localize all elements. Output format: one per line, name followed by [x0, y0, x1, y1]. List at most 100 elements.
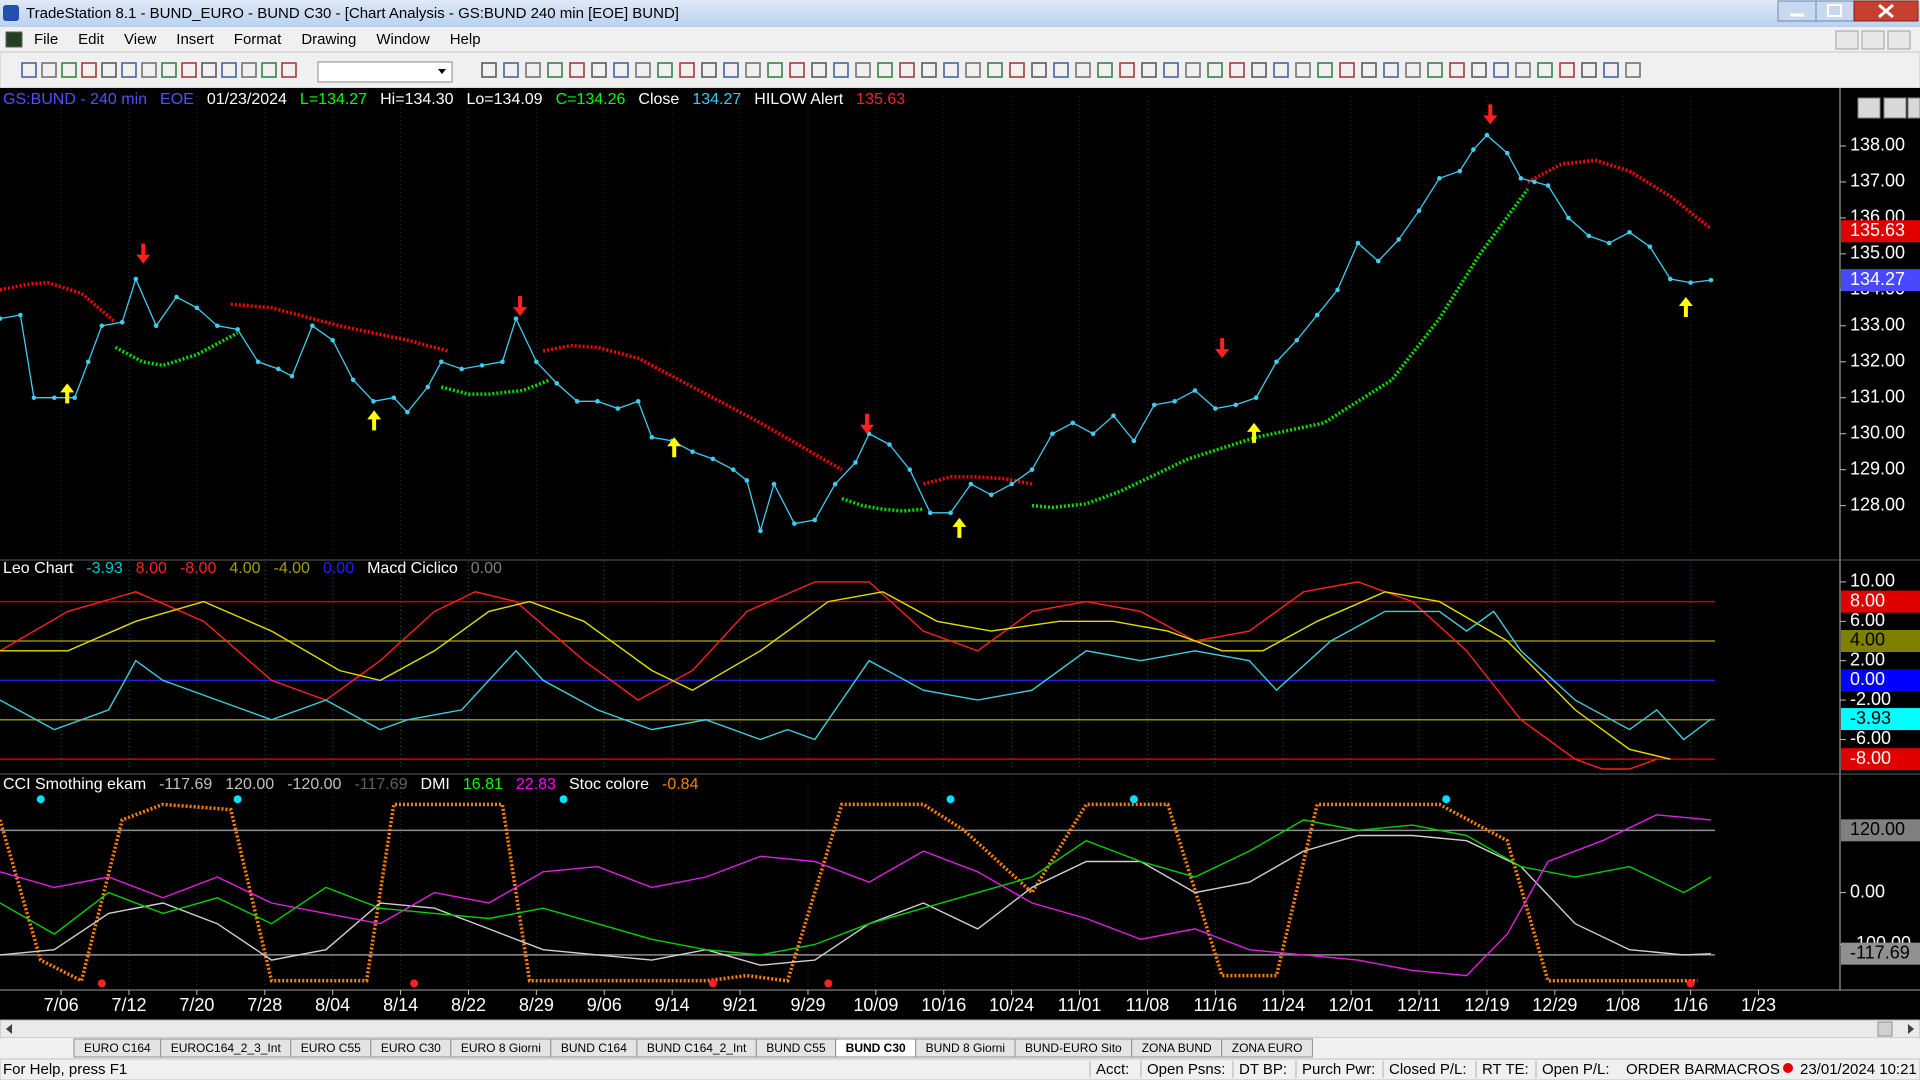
toolbar-icon[interactable]: [591, 62, 607, 78]
toolbar-icon[interactable]: [1207, 62, 1223, 78]
toolbar-icon[interactable]: [1031, 62, 1047, 78]
toolbar-icon[interactable]: [1449, 62, 1465, 78]
menu-item[interactable]: File: [34, 31, 58, 48]
toolbar-icon[interactable]: [657, 62, 673, 78]
toolbar-icon[interactable]: [121, 62, 137, 78]
toolbar-icon[interactable]: [1295, 62, 1311, 78]
toolbar-icon[interactable]: [21, 62, 37, 78]
toolbar-icon[interactable]: [899, 62, 915, 78]
toolbar-icon[interactable]: [221, 62, 237, 78]
toolbar-icon[interactable]: [1009, 62, 1025, 78]
tab-label[interactable]: BUND C164_2_Int: [647, 1041, 747, 1055]
toolbar-icon[interactable]: [1581, 62, 1597, 78]
toolbar-icon[interactable]: [921, 62, 937, 78]
toolbar-icon[interactable]: [723, 62, 739, 78]
toolbar-icon[interactable]: [1427, 62, 1443, 78]
tab-label[interactable]: EURO C164: [84, 1041, 151, 1055]
toolbar-icon[interactable]: [1383, 62, 1399, 78]
macros[interactable]: MACROS: [1714, 1061, 1780, 1078]
tab-label[interactable]: EURO C30: [381, 1041, 441, 1055]
toolbar-icon[interactable]: [201, 62, 217, 78]
panel-restore[interactable]: [1883, 97, 1907, 119]
toolbar-icon[interactable]: [943, 62, 959, 78]
toolbar-icon[interactable]: [1471, 62, 1487, 78]
toolbar-icon[interactable]: [1119, 62, 1135, 78]
menu-item[interactable]: Edit: [78, 31, 105, 48]
toolbar-icon[interactable]: [745, 62, 761, 78]
toolbar-icon[interactable]: [613, 62, 629, 78]
tab-label[interactable]: EURO 8 Giorni: [461, 1041, 541, 1055]
scroll-left[interactable]: [6, 1024, 12, 1034]
toolbar-icon[interactable]: [767, 62, 783, 78]
toolbar-icon[interactable]: [1493, 62, 1509, 78]
menu-item[interactable]: Drawing: [301, 31, 356, 48]
order-bar[interactable]: ORDER BAR: [1626, 1061, 1715, 1078]
toolbar-icon[interactable]: [1251, 62, 1267, 78]
toolbar-icon[interactable]: [877, 62, 893, 78]
toolbar-icon[interactable]: [1361, 62, 1377, 78]
tab-label[interactable]: BUND C30: [846, 1041, 906, 1055]
child-restore[interactable]: [1861, 30, 1885, 50]
toolbar-icon[interactable]: [503, 62, 519, 78]
toolbar-icon[interactable]: [1273, 62, 1289, 78]
toolbar-icon[interactable]: [241, 62, 257, 78]
horizontal-scrollbar[interactable]: [0, 1019, 1920, 1039]
toolbar-icon[interactable]: [141, 62, 157, 78]
toolbar-icon[interactable]: [1317, 62, 1333, 78]
scroll-thumb[interactable]: [1877, 1021, 1893, 1037]
scroll-right[interactable]: [1908, 1024, 1914, 1034]
toolbar-icon[interactable]: [569, 62, 585, 78]
toolbar-icon[interactable]: [481, 62, 497, 78]
toolbar-icon[interactable]: [261, 62, 277, 78]
toolbar-icon[interactable]: [161, 62, 177, 78]
toolbar-icon[interactable]: [789, 62, 805, 78]
menu-item[interactable]: Help: [450, 31, 481, 48]
toolbar-icon[interactable]: [1559, 62, 1575, 78]
toolbar-icon[interactable]: [811, 62, 827, 78]
tab-label[interactable]: BUND 8 Giorni: [926, 1041, 1005, 1055]
toolbar-icon[interactable]: [1097, 62, 1113, 78]
tab-label[interactable]: BUND C164: [561, 1041, 627, 1055]
menu-item[interactable]: Window: [376, 31, 430, 48]
toolbar-icon[interactable]: [281, 62, 297, 78]
tab-label[interactable]: EUROC164_2_3_Int: [171, 1041, 282, 1055]
toolbar-icon[interactable]: [1075, 62, 1091, 78]
toolbar-icon[interactable]: [635, 62, 651, 78]
toolbar-icon[interactable]: [1625, 62, 1641, 78]
panel-minimize[interactable]: [1857, 97, 1881, 119]
symbol-dropdown[interactable]: [317, 61, 453, 83]
menu-item[interactable]: Insert: [176, 31, 214, 48]
toolbar-icon[interactable]: [855, 62, 871, 78]
toolbar-icon[interactable]: [1537, 62, 1553, 78]
menu-item[interactable]: View: [124, 31, 156, 48]
toolbar-icon[interactable]: [181, 62, 197, 78]
toolbar-icon[interactable]: [1405, 62, 1421, 78]
child-close[interactable]: [1887, 30, 1911, 50]
toolbar-icon[interactable]: [701, 62, 717, 78]
toolbar-icon[interactable]: [61, 62, 77, 78]
toolbar-icon[interactable]: [81, 62, 97, 78]
child-minimize[interactable]: [1835, 30, 1859, 50]
toolbar-icon[interactable]: [1515, 62, 1531, 78]
toolbar-icon[interactable]: [1229, 62, 1245, 78]
toolbar-icon[interactable]: [41, 62, 57, 78]
toolbar-icon[interactable]: [833, 62, 849, 78]
toolbar-icon[interactable]: [525, 62, 541, 78]
minimize-button[interactable]: [1777, 0, 1817, 22]
tab-label[interactable]: BUND C55: [766, 1041, 826, 1055]
toolbar-icon[interactable]: [965, 62, 981, 78]
tab[interactable]: [1221, 1038, 1313, 1058]
menu-item[interactable]: Format: [234, 31, 282, 48]
toolbar-icon[interactable]: [547, 62, 563, 78]
tab-label[interactable]: BUND-EURO Sito: [1025, 1041, 1122, 1055]
toolbar-icon[interactable]: [1053, 62, 1069, 78]
toolbar-icon[interactable]: [1163, 62, 1179, 78]
tab-label[interactable]: ZONA BUND: [1142, 1041, 1212, 1055]
toolbar-icon[interactable]: [1141, 62, 1157, 78]
toolbar-icon[interactable]: [1603, 62, 1619, 78]
toolbar-icon[interactable]: [1339, 62, 1355, 78]
toolbar-icon[interactable]: [987, 62, 1003, 78]
tab-label[interactable]: EURO C55: [301, 1041, 361, 1055]
panel-close[interactable]: [1907, 97, 1920, 119]
tab-label[interactable]: ZONA EURO: [1232, 1041, 1303, 1055]
